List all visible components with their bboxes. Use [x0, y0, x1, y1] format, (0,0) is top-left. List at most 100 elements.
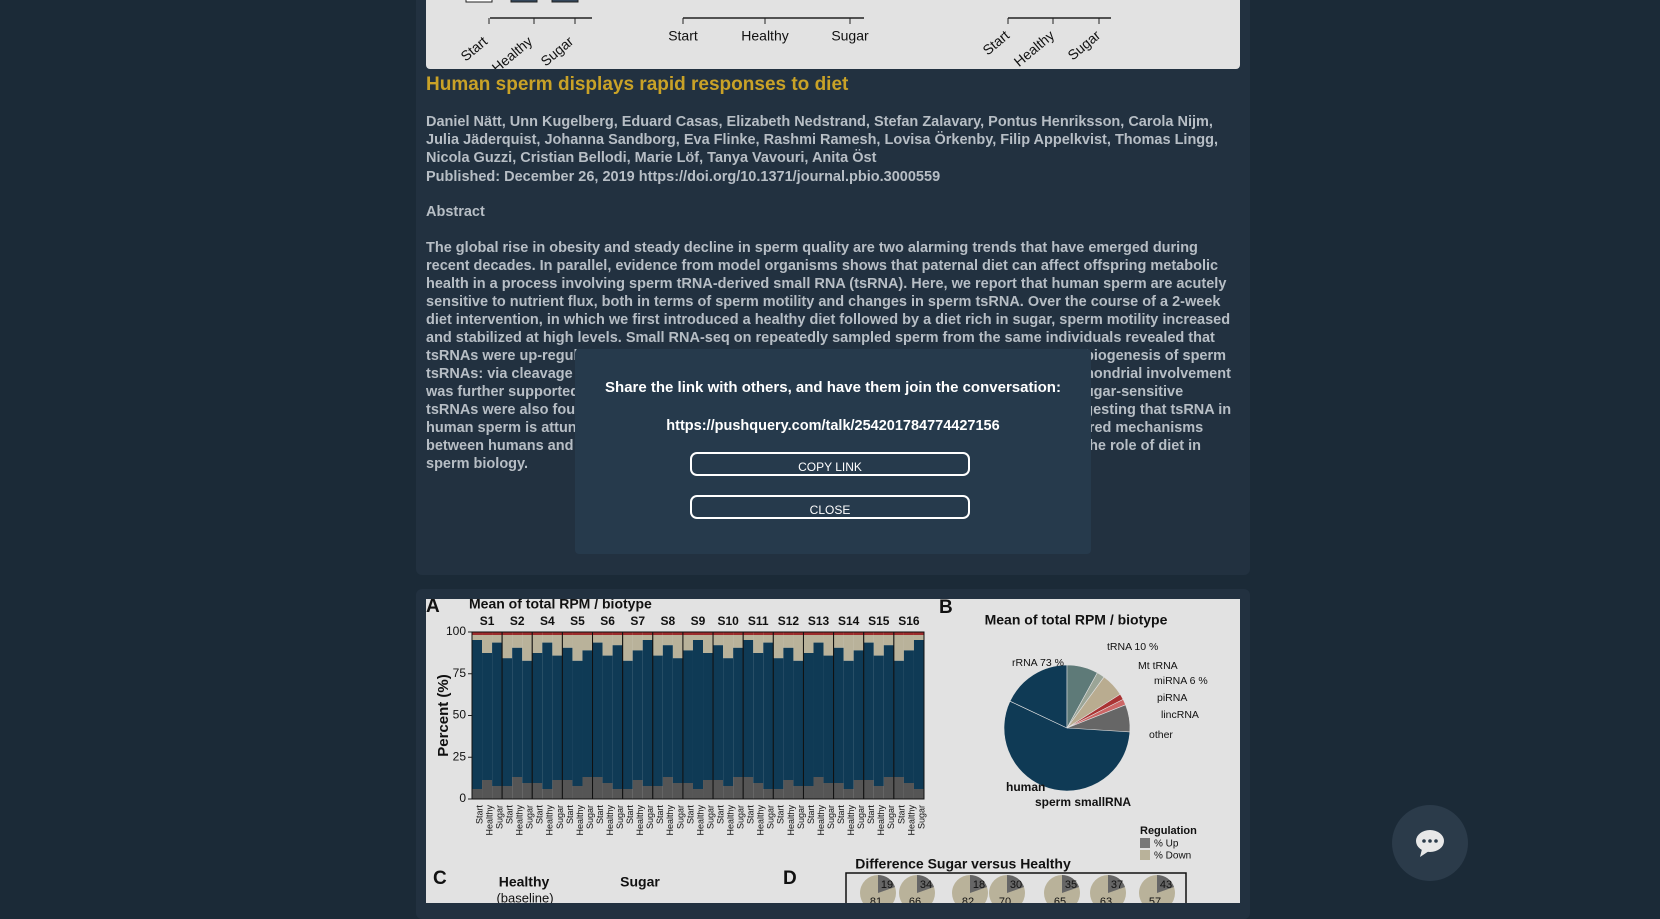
- ratio-down: 66: [909, 896, 921, 903]
- column-header: Healthy: [499, 874, 550, 890]
- bar-accent: [522, 632, 533, 635]
- bar-mid: [562, 647, 573, 780]
- x-tick-label: Healthy: [695, 805, 705, 836]
- pie-label: sperm smallRNA: [1035, 795, 1131, 809]
- legend-label: % Down: [1154, 851, 1191, 862]
- copy-link-button[interactable]: COPY LINK: [690, 452, 970, 476]
- box: [510, 0, 538, 3]
- bar-top: [803, 632, 814, 653]
- bar-bottom: [753, 783, 764, 799]
- bar-mid: [913, 640, 924, 789]
- bar-accent: [863, 632, 874, 635]
- x-tick-label: Start: [806, 805, 816, 825]
- pie-label: rRNA 73 %: [1012, 657, 1064, 669]
- bar-accent: [482, 632, 493, 635]
- chat-button[interactable]: [1392, 805, 1468, 881]
- x-tick-label: Start: [535, 805, 545, 825]
- bar-bottom: [833, 783, 844, 799]
- bar-accent: [472, 632, 483, 635]
- sample-label: S5: [570, 614, 585, 628]
- bar-accent: [723, 632, 734, 635]
- bar-top: [753, 632, 764, 653]
- ratio-up: 37: [1111, 879, 1123, 891]
- bar-accent: [542, 632, 553, 635]
- bar-mid: [532, 653, 543, 783]
- x-tick-label: Healthy: [906, 805, 916, 836]
- bar-accent: [692, 632, 704, 635]
- bar-bottom: [562, 780, 573, 799]
- chat-dot: [1434, 839, 1438, 843]
- x-tick-label: Start: [505, 805, 515, 825]
- bar-top: [672, 632, 683, 659]
- bar-accent: [572, 632, 583, 635]
- bar-top: [592, 632, 603, 643]
- bar-bottom: [743, 777, 754, 799]
- x-tick-label: Sugar: [555, 805, 565, 829]
- axis-label: Healthy: [741, 28, 788, 44]
- bar-accent: [703, 632, 714, 635]
- chat-icon: [1416, 830, 1444, 857]
- bar-accent: [622, 632, 633, 635]
- bar-top: [532, 632, 543, 653]
- bar-top: [903, 632, 914, 651]
- bar-mid: [652, 655, 663, 786]
- bar-bottom: [592, 777, 603, 799]
- bar-mid: [522, 660, 533, 783]
- ratio-wedge: [970, 875, 987, 893]
- bar-bottom: [672, 783, 683, 799]
- x-tick-label: Healthy: [484, 805, 494, 836]
- bar-top: [733, 632, 744, 648]
- close-button[interactable]: CLOSE: [690, 495, 970, 519]
- bar-accent: [582, 632, 593, 635]
- x-tick-label: Start: [595, 805, 605, 825]
- bar-bottom: [682, 783, 693, 799]
- bar-mid: [843, 660, 854, 789]
- x-tick-label: Sugar: [796, 805, 806, 829]
- sample-label: S6: [600, 614, 615, 628]
- bar-top: [492, 632, 503, 643]
- bar-mid: [753, 653, 764, 783]
- bar-accent: [612, 632, 623, 635]
- bar-bottom: [622, 789, 633, 799]
- panel-letter: B: [939, 599, 953, 618]
- x-tick-label: Sugar: [916, 805, 926, 829]
- bar-accent: [893, 632, 904, 635]
- legend-label: % Up: [1154, 839, 1179, 850]
- bar-mid: [773, 658, 784, 789]
- bar-accent: [903, 632, 914, 635]
- bar-top: [713, 632, 724, 646]
- bar-bottom: [492, 786, 503, 799]
- bar-accent: [843, 632, 854, 635]
- ratio-up: 35: [1065, 879, 1077, 891]
- article-title[interactable]: Human sperm displays rapid responses to …: [426, 74, 849, 95]
- bar-mid: [592, 642, 603, 777]
- bar-accent: [662, 632, 673, 635]
- x-tick-label: Start: [565, 805, 575, 825]
- bar-mid: [733, 647, 744, 777]
- bar-accent: [672, 632, 683, 635]
- bar-accent: [913, 632, 924, 635]
- y-tick-label: 50: [453, 708, 467, 722]
- bar-accent: [532, 632, 543, 635]
- bar-accent: [562, 632, 573, 635]
- box: [465, 0, 493, 3]
- share-link[interactable]: https://pushquery.com/talk/2542017847744…: [666, 418, 1000, 434]
- sample-label: S10: [717, 614, 739, 628]
- chat-dot: [1428, 839, 1432, 843]
- bar-top: [823, 632, 834, 656]
- bar-accent: [552, 632, 563, 635]
- x-tick-label: Sugar: [645, 805, 655, 829]
- panel-letter: D: [783, 868, 797, 889]
- bar-bottom: [662, 777, 673, 799]
- pie-label: miRNA 6 %: [1154, 675, 1208, 687]
- x-tick-label: Sugar: [525, 805, 535, 829]
- bar-mid: [622, 660, 633, 789]
- abstract-heading: Abstract: [426, 204, 485, 220]
- sample-label: S1: [480, 614, 495, 628]
- x-tick-label: Healthy: [786, 805, 796, 836]
- bar-bottom: [713, 780, 724, 799]
- published: Published: December 26, 2019 https://doi…: [426, 169, 941, 185]
- bar-top: [913, 632, 924, 640]
- bar-bottom: [793, 786, 804, 799]
